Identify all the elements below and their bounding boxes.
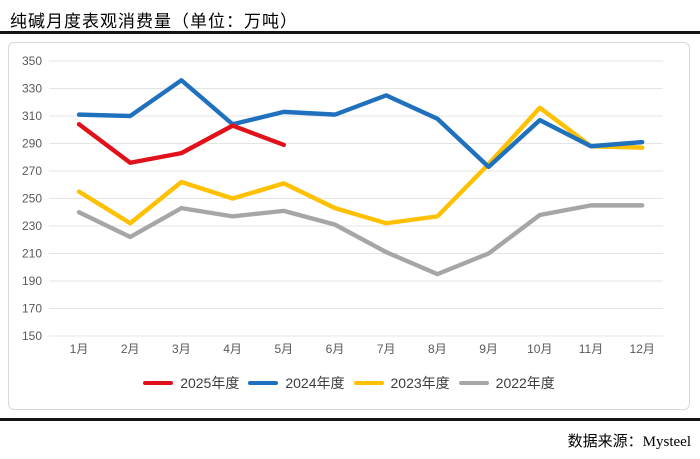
x-tick-label: 12月 xyxy=(630,342,655,356)
line-chart: 350 330 310 290 270 250 230 210 190 170 150 1月 2月 3月 4… xyxy=(22,54,663,356)
x-tick-label: 2月 xyxy=(121,342,140,356)
chart-container: 350 330 310 290 270 250 230 210 190 170 150 1月 2月 3月 4… xyxy=(8,42,690,410)
x-tick-label: 8月 xyxy=(428,342,447,356)
chart-title: 纯碱月度表观消费量（单位：万吨） xyxy=(10,12,298,31)
y-tick-label: 230 xyxy=(22,219,42,233)
legend-swatch xyxy=(353,381,384,385)
x-tick-label: 11月 xyxy=(579,342,603,356)
x-tick-label: 3月 xyxy=(172,342,191,356)
top-divider xyxy=(0,31,700,34)
bottom-divider xyxy=(0,418,700,421)
y-tick-label: 150 xyxy=(22,329,42,343)
legend-item-2023年度: 2023年度 xyxy=(353,373,450,393)
data-source: 数据来源：Mysteel xyxy=(567,434,691,450)
legend-swatch xyxy=(143,381,174,385)
legend-item-2022年度: 2022年度 xyxy=(458,373,555,393)
legend-item-2024年度: 2024年度 xyxy=(248,373,345,393)
legend-item-2025年度: 2025年度 xyxy=(143,373,239,393)
y-tick-label: 270 xyxy=(22,164,42,178)
x-tick-label: 1月 xyxy=(70,342,89,356)
series-line-2023年度 xyxy=(76,105,645,226)
y-tick-label: 250 xyxy=(22,192,42,206)
x-tick-label: 7月 xyxy=(377,342,396,356)
x-tick-label: 5月 xyxy=(274,342,293,356)
series-line-2022年度 xyxy=(76,203,645,277)
y-tick-label: 350 xyxy=(22,54,42,68)
y-tick-label: 210 xyxy=(22,247,42,261)
y-tick-label: 170 xyxy=(22,302,42,316)
x-tick-label: 4月 xyxy=(223,342,242,356)
y-tick-label: 290 xyxy=(22,137,42,151)
legend-label: 2024年度 xyxy=(285,375,345,391)
legend-label: 2023年度 xyxy=(390,375,450,391)
legend-label: 2025年度 xyxy=(180,375,240,391)
y-tick-label: 330 xyxy=(22,82,42,96)
chart-legend: 2025年度 2024年度 2023年度 2022年度 xyxy=(9,373,689,393)
x-tick-label: 10月 xyxy=(527,342,552,356)
legend-swatch xyxy=(248,381,279,385)
series-line-2024年度 xyxy=(76,78,645,170)
legend-label: 2022年度 xyxy=(495,375,555,391)
x-tick-label: 9月 xyxy=(479,342,498,356)
y-tick-label: 190 xyxy=(22,274,42,288)
series-line-2025年度 xyxy=(76,122,286,165)
legend-swatch xyxy=(458,381,489,385)
x-tick-label: 6月 xyxy=(326,342,345,356)
y-tick-label: 310 xyxy=(22,109,42,123)
